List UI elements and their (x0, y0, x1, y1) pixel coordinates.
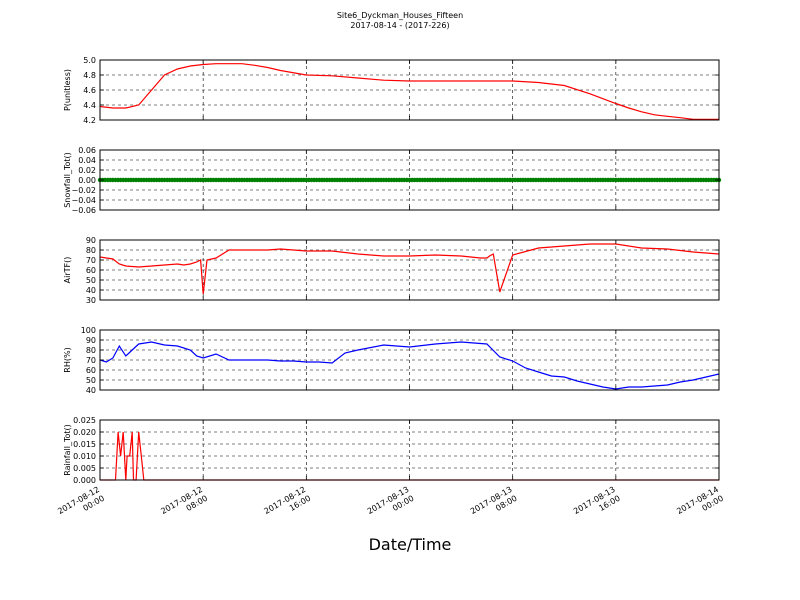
y-tick-label: 4.6 (83, 86, 96, 95)
y-tick-label: 50 (86, 276, 96, 285)
y-axis-label: AirTF() (63, 257, 72, 284)
y-tick-label: 0.02 (78, 166, 96, 175)
y-tick-label: 5.0 (83, 56, 96, 65)
y-tick-label: 70 (86, 356, 96, 365)
y-tick-label: 4.8 (83, 71, 96, 80)
x-tick-labels: 2017-08-1200:00 2017-08-1208:00 2017-08-12… (56, 485, 725, 525)
x-tick-label: 2017-08-1400:00 (675, 485, 725, 525)
y-tick-label: 60 (86, 366, 96, 375)
subplot-5: 0.000 0.005 0.010 0.015 0.020 0.025Rainfall_T… (63, 416, 720, 485)
y-tick-label: 50 (86, 376, 96, 385)
y-tick-label: 0.025 (73, 416, 96, 425)
y-tick-label: 100 (81, 326, 96, 335)
x-tick-label: 2017-08-1300:00 (366, 485, 416, 525)
y-tick-label: 80 (86, 246, 96, 255)
series-line (100, 431, 719, 481)
series-line (99, 243, 720, 295)
x-tick-label: 2017-08-1216:00 (263, 485, 313, 525)
y-axis-label: P(unitless) (63, 69, 72, 111)
y-tick-label: −0.04 (71, 196, 96, 205)
y-tick-label: −0.06 (71, 206, 96, 215)
chart-title: Site6_Dyckman_Houses_Fifteen (337, 11, 463, 20)
x-tick-label: 2017-08-1308:00 (469, 485, 519, 525)
chart-subtitle: 2017-08-14 - (2017-226) (350, 21, 449, 30)
x-tick-label: 2017-08-1200:00 (56, 485, 106, 525)
y-tick-label: 90 (86, 336, 96, 345)
y-tick-label: 90 (86, 236, 96, 245)
y-axis-label: Snowfall_Tot() (63, 152, 72, 208)
y-tick-label: 4.2 (83, 116, 96, 125)
y-tick-label: 60 (86, 266, 96, 275)
y-axis-label: RH(%) (63, 347, 72, 372)
y-axis-label: Rainfall_Tot() (63, 424, 72, 476)
y-tick-label: 0.04 (78, 156, 96, 165)
y-tick-label: 0.06 (78, 146, 96, 155)
series-line (99, 63, 719, 120)
y-tick-label: 70 (86, 256, 96, 265)
y-tick-label: 0.015 (73, 440, 96, 449)
series-line (99, 341, 720, 390)
y-tick-label: 0.005 (73, 464, 96, 473)
y-tick-label: −0.02 (71, 186, 96, 195)
y-tick-label: 80 (86, 346, 96, 355)
y-tick-label: 40 (86, 286, 96, 295)
x-tick-label: 2017-08-1208:00 (159, 485, 209, 525)
x-tick-label: 2017-08-1316:00 (572, 485, 622, 525)
subplot-2: −0.06−0.04−0.020.000.020.040.06 Snowfall_… (63, 146, 722, 215)
y-tick-label: 0.000 (73, 476, 96, 485)
y-tick-label: 0.020 (73, 428, 96, 437)
y-tick-label: 0.010 (73, 452, 96, 461)
y-tick-label: 30 (86, 296, 96, 305)
y-tick-label: 0.00 (78, 176, 96, 185)
y-tick-label: 40 (86, 386, 96, 395)
y-tick-label: 4.4 (83, 101, 96, 110)
subplot-1: 4.2 4.4 4.6 4.8 5.0 P(unitless) (63, 56, 720, 125)
subplot-stack: 4.2 4.4 4.6 4.8 5.0 P(unitless) −0.06−0.04−0.0… (63, 56, 722, 485)
x-axis-label: Date/Time (369, 535, 452, 554)
